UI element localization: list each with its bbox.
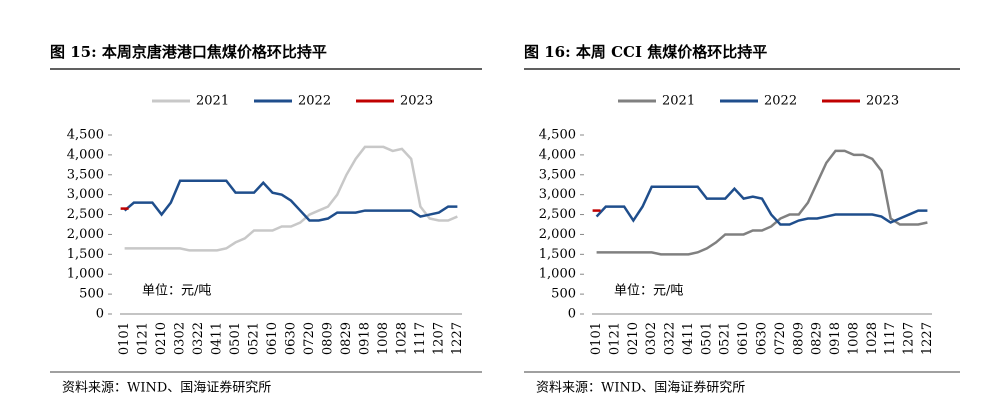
x-tick-label: 0302 (644, 322, 659, 355)
x-tick-label: 0610 (736, 322, 751, 355)
x-tick-label: 0322 (663, 322, 678, 355)
y-tick-label: 500 (551, 287, 576, 302)
legend-label: 2022 (298, 94, 331, 109)
y-tick-label: 4,000 (539, 147, 576, 162)
y-tick-label: 1,000 (539, 267, 576, 282)
y-tick-label: 1,000 (67, 267, 104, 282)
legend-label: 2021 (196, 94, 229, 109)
x-tick-label: 0630 (284, 322, 299, 355)
x-tick-label: 0829 (339, 322, 354, 355)
chart-title: 图 15: 本周京唐港港口焦煤价格环比持平 (50, 43, 327, 61)
y-tick-label: 4,500 (539, 128, 576, 143)
chart-title: 图 16: 本周 CCI 焦煤价格环比持平 (524, 43, 767, 61)
x-tick-label: 0210 (154, 322, 169, 355)
x-tick-label: 0121 (607, 322, 622, 355)
y-tick-label: 1,500 (539, 247, 576, 262)
y-tick-label: 500 (79, 287, 104, 302)
series-line (124, 145, 458, 252)
x-tick-label: 0101 (589, 322, 604, 355)
x-tick-label: 0829 (810, 322, 825, 355)
legend-label: 2022 (764, 94, 797, 109)
y-tick-label: 3,000 (539, 187, 576, 202)
x-tick-label: 1028 (865, 322, 880, 355)
source: 资料来源：WIND、国海证券研究所 (62, 380, 271, 396)
x-tick-label: 0809 (791, 322, 806, 355)
y-tick-label: 2,000 (67, 227, 104, 242)
x-tick-label: 1117 (413, 322, 428, 355)
x-tick-label: 0501 (228, 322, 243, 355)
y-tick-label: 4,500 (67, 128, 104, 143)
y-tick-label: 0 (96, 307, 104, 322)
y-tick-label: 1,500 (67, 247, 104, 262)
series-line (123, 179, 458, 222)
y-tick-label: 2,500 (67, 207, 104, 222)
source: 资料来源：WIND、国海证券研究所 (536, 380, 745, 396)
x-tick-label: 0918 (828, 322, 843, 355)
y-tick-label: 3,500 (539, 167, 576, 182)
x-tick-label: 0210 (626, 322, 641, 355)
x-tick-label: 0918 (357, 322, 372, 355)
legend-label: 2021 (662, 94, 695, 109)
y-tick-label: 3,000 (67, 187, 104, 202)
x-tick-label: 1028 (394, 322, 409, 355)
x-tick-label: 0322 (191, 322, 206, 355)
legend-label: 2023 (400, 94, 433, 109)
x-tick-label: 1008 (846, 322, 861, 355)
x-tick-label: 1227 (920, 322, 935, 355)
y-tick-label: 2,000 (539, 227, 576, 242)
x-tick-label: 0630 (755, 322, 770, 355)
y-tick-label: 4,000 (67, 147, 104, 162)
x-tick-label: 0720 (302, 322, 317, 355)
x-tick-label: 1207 (431, 322, 446, 355)
x-tick-label: 1227 (450, 322, 465, 355)
x-tick-label: 0521 (247, 322, 262, 355)
unit-annotation: 单位：元/吨 (614, 284, 683, 299)
x-tick-label: 0521 (718, 322, 733, 355)
x-tick-label: 1117 (883, 322, 898, 355)
unit-annotation: 单位：元/吨 (142, 284, 211, 299)
series-line (595, 185, 928, 226)
series-line (596, 149, 928, 256)
x-tick-label: 0101 (117, 322, 132, 355)
x-tick-label: 0121 (136, 322, 151, 355)
x-tick-label: 0411 (210, 322, 225, 355)
x-tick-label: 0302 (173, 322, 188, 355)
x-tick-label: 1207 (902, 322, 917, 355)
x-tick-label: 0411 (681, 322, 696, 355)
y-tick-label: 3,500 (67, 167, 104, 182)
x-tick-label: 0610 (265, 322, 280, 355)
y-tick-label: 0 (568, 307, 576, 322)
x-tick-label: 1008 (376, 322, 391, 355)
x-tick-label: 0809 (320, 322, 335, 355)
x-tick-label: 0720 (773, 322, 788, 355)
x-tick-label: 0501 (699, 322, 714, 355)
legend-label: 2023 (866, 94, 899, 109)
y-tick-label: 2,500 (539, 207, 576, 222)
